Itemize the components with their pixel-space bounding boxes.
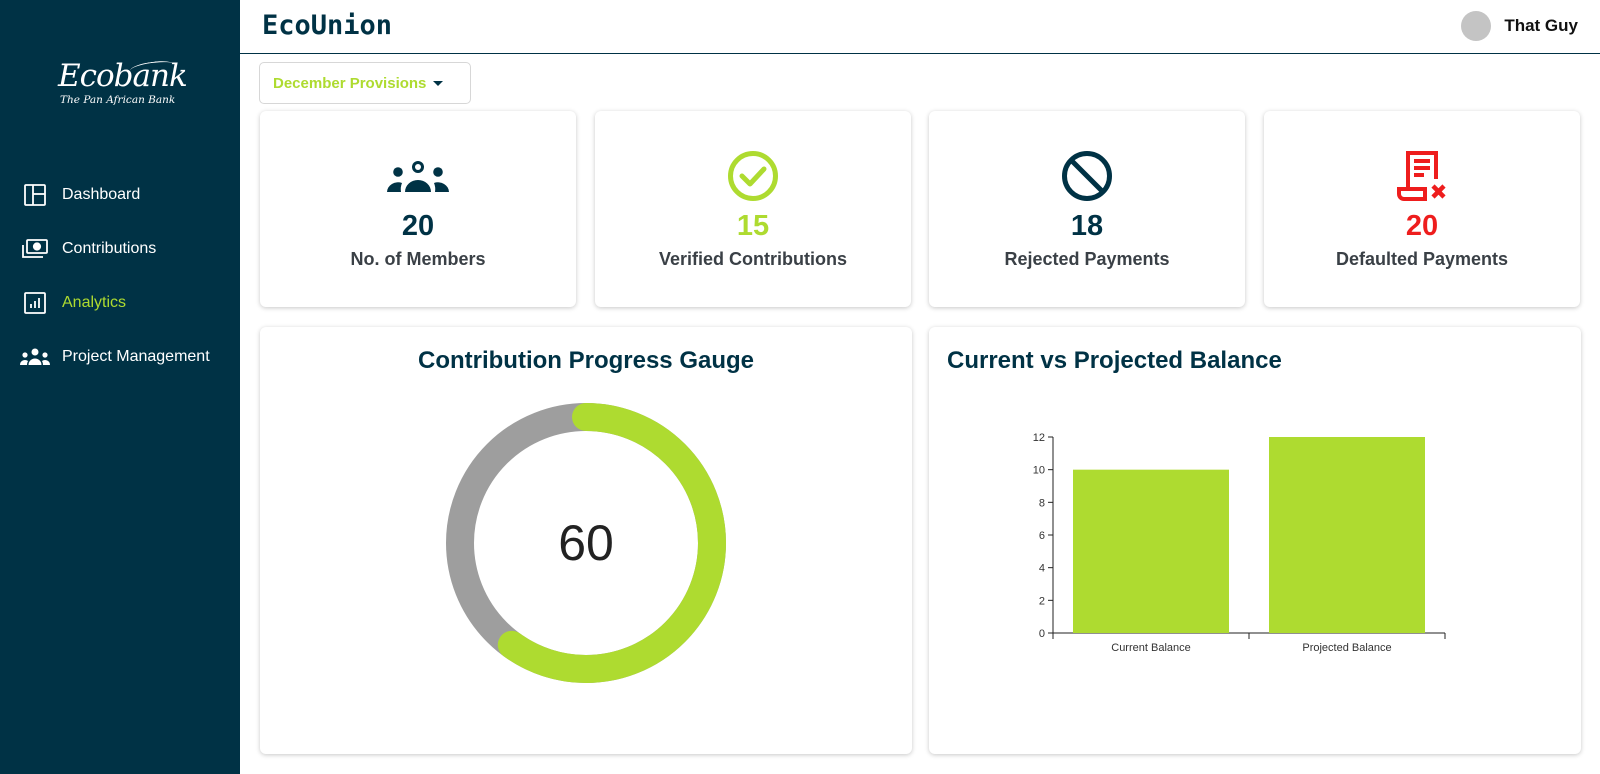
app-title: EcoUnion: [262, 10, 393, 41]
user-name: That Guy: [1504, 16, 1578, 35]
gauge-fill: [446, 403, 726, 683]
avatar[interactable]: [1461, 11, 1492, 41]
y-tick-label: 6: [1039, 530, 1045, 542]
sidebar-item-label: Project Management: [62, 348, 210, 365]
stat-value: 15: [736, 210, 770, 242]
members-icon: [260, 147, 576, 205]
ban-icon: [929, 147, 1245, 205]
y-tick-label: 12: [1033, 432, 1045, 444]
stat-label: No. of Members: [350, 249, 486, 269]
logo-brand: Ecobank: [58, 58, 188, 94]
balance-chart-card: Current vs Projected Balance 0 2 4 6 8 10 12 Cu…: [929, 327, 1581, 754]
dashboard-icon: [20, 182, 50, 208]
gauge-value: 60: [558, 515, 614, 571]
check-circle-icon: [595, 147, 911, 205]
progress-gauge: 60: [446, 403, 726, 683]
stat-value: 20: [401, 210, 435, 242]
sidebar-item-project-management[interactable]: Project Management: [0, 330, 240, 384]
stat-value: 20: [1405, 210, 1439, 242]
stat-card-members: 20 No. of Members: [260, 111, 576, 307]
sidebar-item-label: Dashboard: [62, 186, 141, 203]
y-tick-label: 0: [1039, 628, 1045, 640]
stat-card-verified: 15 Verified Contributions: [595, 111, 911, 307]
stat-value: 18: [1070, 210, 1104, 242]
sidebar-item-label: Analytics: [62, 294, 127, 311]
bar: [1269, 437, 1425, 633]
sidebar-item-label: Contributions: [62, 240, 157, 257]
x-tick-label: Projected Balance: [1302, 642, 1391, 654]
analytics-icon: [20, 290, 50, 316]
gauge-card: Contribution Progress Gauge 60: [260, 327, 912, 754]
caret-down-icon: [433, 80, 444, 86]
sidebar-item-dashboard[interactable]: Dashboard: [0, 168, 240, 222]
x-tick-label: Current Balance: [1111, 642, 1191, 654]
gauge-title: Contribution Progress Gauge: [417, 347, 755, 374]
y-tick-label: 4: [1039, 563, 1045, 575]
receipt-x-icon: [1264, 147, 1580, 205]
user-menu[interactable]: That Guy: [1461, 11, 1578, 41]
sidebar-item-contributions[interactable]: Contributions: [0, 222, 240, 276]
sidebar-nav: Dashboard Contributions Analytics Projec…: [0, 168, 240, 384]
dropdown-selected-value: December Provisions: [273, 74, 427, 92]
ecobank-logo[interactable]: Ecobank The Pan African Bank: [58, 60, 188, 106]
bar: [1073, 469, 1229, 633]
chart-title: Current vs Projected Balance: [947, 347, 1282, 374]
balance-bar-chart: 0 2 4 6 8 10 12 Current Balance Projected Balanc…: [1033, 432, 1446, 654]
y-tick-label: 10: [1033, 465, 1045, 477]
provisions-dropdown[interactable]: December Provisions: [259, 62, 471, 104]
top-header: EcoUnion That Guy: [240, 0, 1600, 54]
money-icon: [20, 236, 50, 262]
stat-card-defaulted: 20 Defaulted Payments: [1264, 111, 1580, 307]
team-icon: [20, 344, 50, 370]
stat-label: Verified Contributions: [658, 249, 847, 269]
logo-tagline: The Pan African Bank: [60, 94, 176, 106]
y-tick-label: 2: [1039, 595, 1045, 607]
stat-label: Defaulted Payments: [1335, 249, 1509, 269]
stat-card-rejected: 18 Rejected Payments: [929, 111, 1245, 307]
sidebar: Ecobank The Pan African Bank Dashboard C…: [0, 0, 240, 774]
stat-label: Rejected Payments: [1004, 249, 1170, 269]
sidebar-item-analytics[interactable]: Analytics: [0, 276, 240, 330]
y-tick-label: 8: [1039, 497, 1045, 509]
